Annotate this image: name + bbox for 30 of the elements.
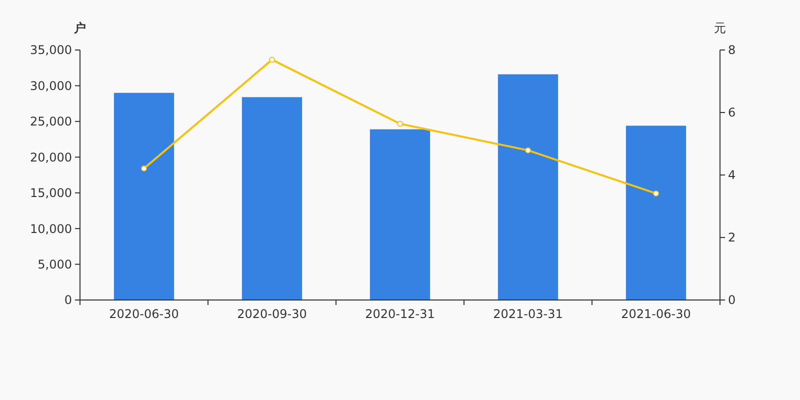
- y2-tick-label: 6: [728, 106, 736, 120]
- y2-tick-label: 4: [728, 168, 736, 182]
- point: [141, 165, 147, 172]
- bar: [370, 129, 430, 300]
- point: [269, 56, 275, 63]
- y-tick-label: 0: [64, 293, 72, 308]
- point: [397, 120, 403, 127]
- y-tick-label: 15,000: [30, 186, 72, 200]
- y2-tick-label: 2: [728, 230, 736, 245]
- bar: [626, 126, 686, 300]
- y-tick-label: 20,000: [30, 150, 72, 164]
- point: [653, 190, 659, 196]
- x-tick-label: 2021-03-31: [493, 307, 563, 321]
- y-tick-label: 35,000: [30, 43, 72, 58]
- x-tick-label: 2020-12-31: [365, 307, 435, 321]
- y2-tick-label: 0: [728, 293, 736, 308]
- y2-tick-label: 8: [728, 43, 736, 58]
- bar: [242, 97, 302, 300]
- y-tick-label: 10,000: [30, 222, 72, 236]
- x-tick-label: 2020-09-30: [237, 307, 307, 321]
- bar: [498, 74, 558, 300]
- x-tick-label: 2021-06-30: [621, 307, 691, 321]
- bar: [114, 92, 174, 300]
- point: [525, 147, 531, 154]
- y-tick-label: 25,000: [30, 114, 72, 129]
- y-tick-label: 5,000: [38, 257, 72, 272]
- y-tick-label: 30,000: [30, 78, 72, 93]
- y2-axis-title: 元: [714, 21, 726, 35]
- y-axis-title: 户: [73, 21, 86, 35]
- x-tick-label: 2020-06-30: [109, 307, 179, 321]
